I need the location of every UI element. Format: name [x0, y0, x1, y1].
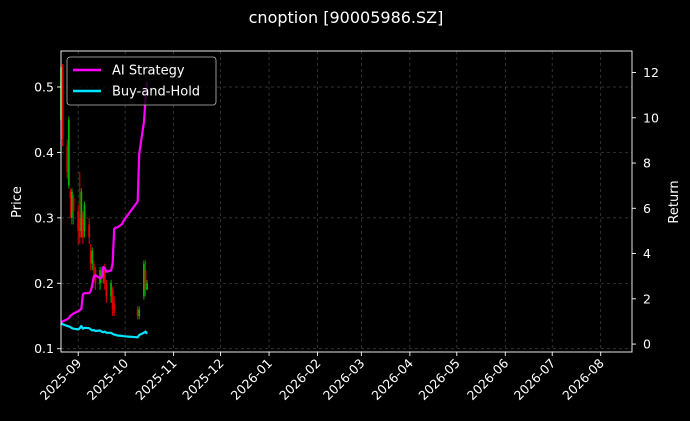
series-line-buy-and-hold	[60, 322, 148, 339]
x-tick-label: 2026-03	[320, 356, 368, 404]
x-tick-label: 2025-10	[84, 355, 132, 403]
candle-body	[110, 283, 112, 297]
candle-body	[88, 224, 91, 238]
candle-body	[105, 283, 108, 297]
candle-body	[80, 191, 83, 231]
legend-label: Buy-and-Hold	[112, 85, 200, 100]
candle-body	[61, 67, 64, 140]
y-tick-label-left: 0.2	[34, 276, 54, 291]
candle-body	[67, 119, 70, 186]
y-axis-label-right: Return	[667, 180, 682, 223]
y-tick-label-right: 8	[643, 156, 651, 171]
candle-body	[78, 217, 81, 238]
x-tick-label: 2025-11	[132, 356, 180, 404]
chart-title: cnoption [90005986.SZ]	[249, 8, 444, 27]
candle-body	[83, 204, 86, 231]
candle-body	[77, 211, 80, 231]
candle-body	[72, 198, 75, 212]
y-tick-label-left: 0.3	[34, 210, 54, 225]
candle-body	[146, 283, 148, 290]
grid	[61, 51, 632, 352]
x-tick-label: 2026-01	[228, 356, 276, 404]
x-tick-label: 2026-06	[464, 355, 512, 403]
y-axis-label-left: Price	[10, 186, 25, 218]
candle-body	[71, 191, 73, 218]
x-tick-label: 2025-12	[179, 356, 227, 404]
y-tick-label-left: 0.1	[34, 341, 54, 356]
x-tick-label: 2026-05	[415, 356, 463, 404]
plot-frame	[60, 50, 633, 353]
candle-body	[111, 289, 114, 310]
y-tick-label-right: 12	[643, 65, 659, 80]
y-tick-label-right: 4	[643, 246, 651, 261]
y-tick-label-left: 0.5	[34, 79, 54, 94]
legend-label: AI Strategy	[112, 64, 185, 79]
candle-body	[66, 145, 69, 173]
x-tick-label: 2026-08	[559, 355, 607, 403]
candle-body	[91, 250, 94, 264]
legend-box	[66, 56, 217, 106]
y-tick-label-right: 2	[643, 291, 651, 306]
candle-body	[92, 263, 95, 271]
x-tick-label: 2026-02	[276, 356, 324, 404]
x-tick-label: 2025-09	[37, 355, 85, 403]
candle-body	[69, 191, 72, 199]
series-line-ai-strategy	[60, 81, 149, 325]
candle-body	[94, 270, 97, 284]
x-tick-label: 2026-07	[511, 356, 559, 404]
candle-body	[82, 217, 84, 238]
x-tick-label: 2026-04	[368, 355, 416, 403]
candle-body	[136, 309, 139, 317]
candle-body	[144, 270, 147, 290]
series-lines	[60, 81, 149, 339]
y-tick-label-left: 0.4	[34, 145, 54, 160]
candle-body	[143, 263, 145, 297]
candles	[60, 64, 148, 320]
legend: AI Strategy Buy-and-Hold	[66, 56, 217, 106]
candle-body	[99, 270, 102, 284]
y-tick-label-right: 6	[643, 201, 651, 216]
candle-body	[103, 270, 106, 284]
candle-body	[138, 309, 141, 317]
y-tick-label-right: 0	[643, 337, 651, 352]
y-tick-label-right: 10	[643, 110, 659, 125]
candle-body	[113, 302, 116, 313]
candle-body	[89, 250, 92, 264]
